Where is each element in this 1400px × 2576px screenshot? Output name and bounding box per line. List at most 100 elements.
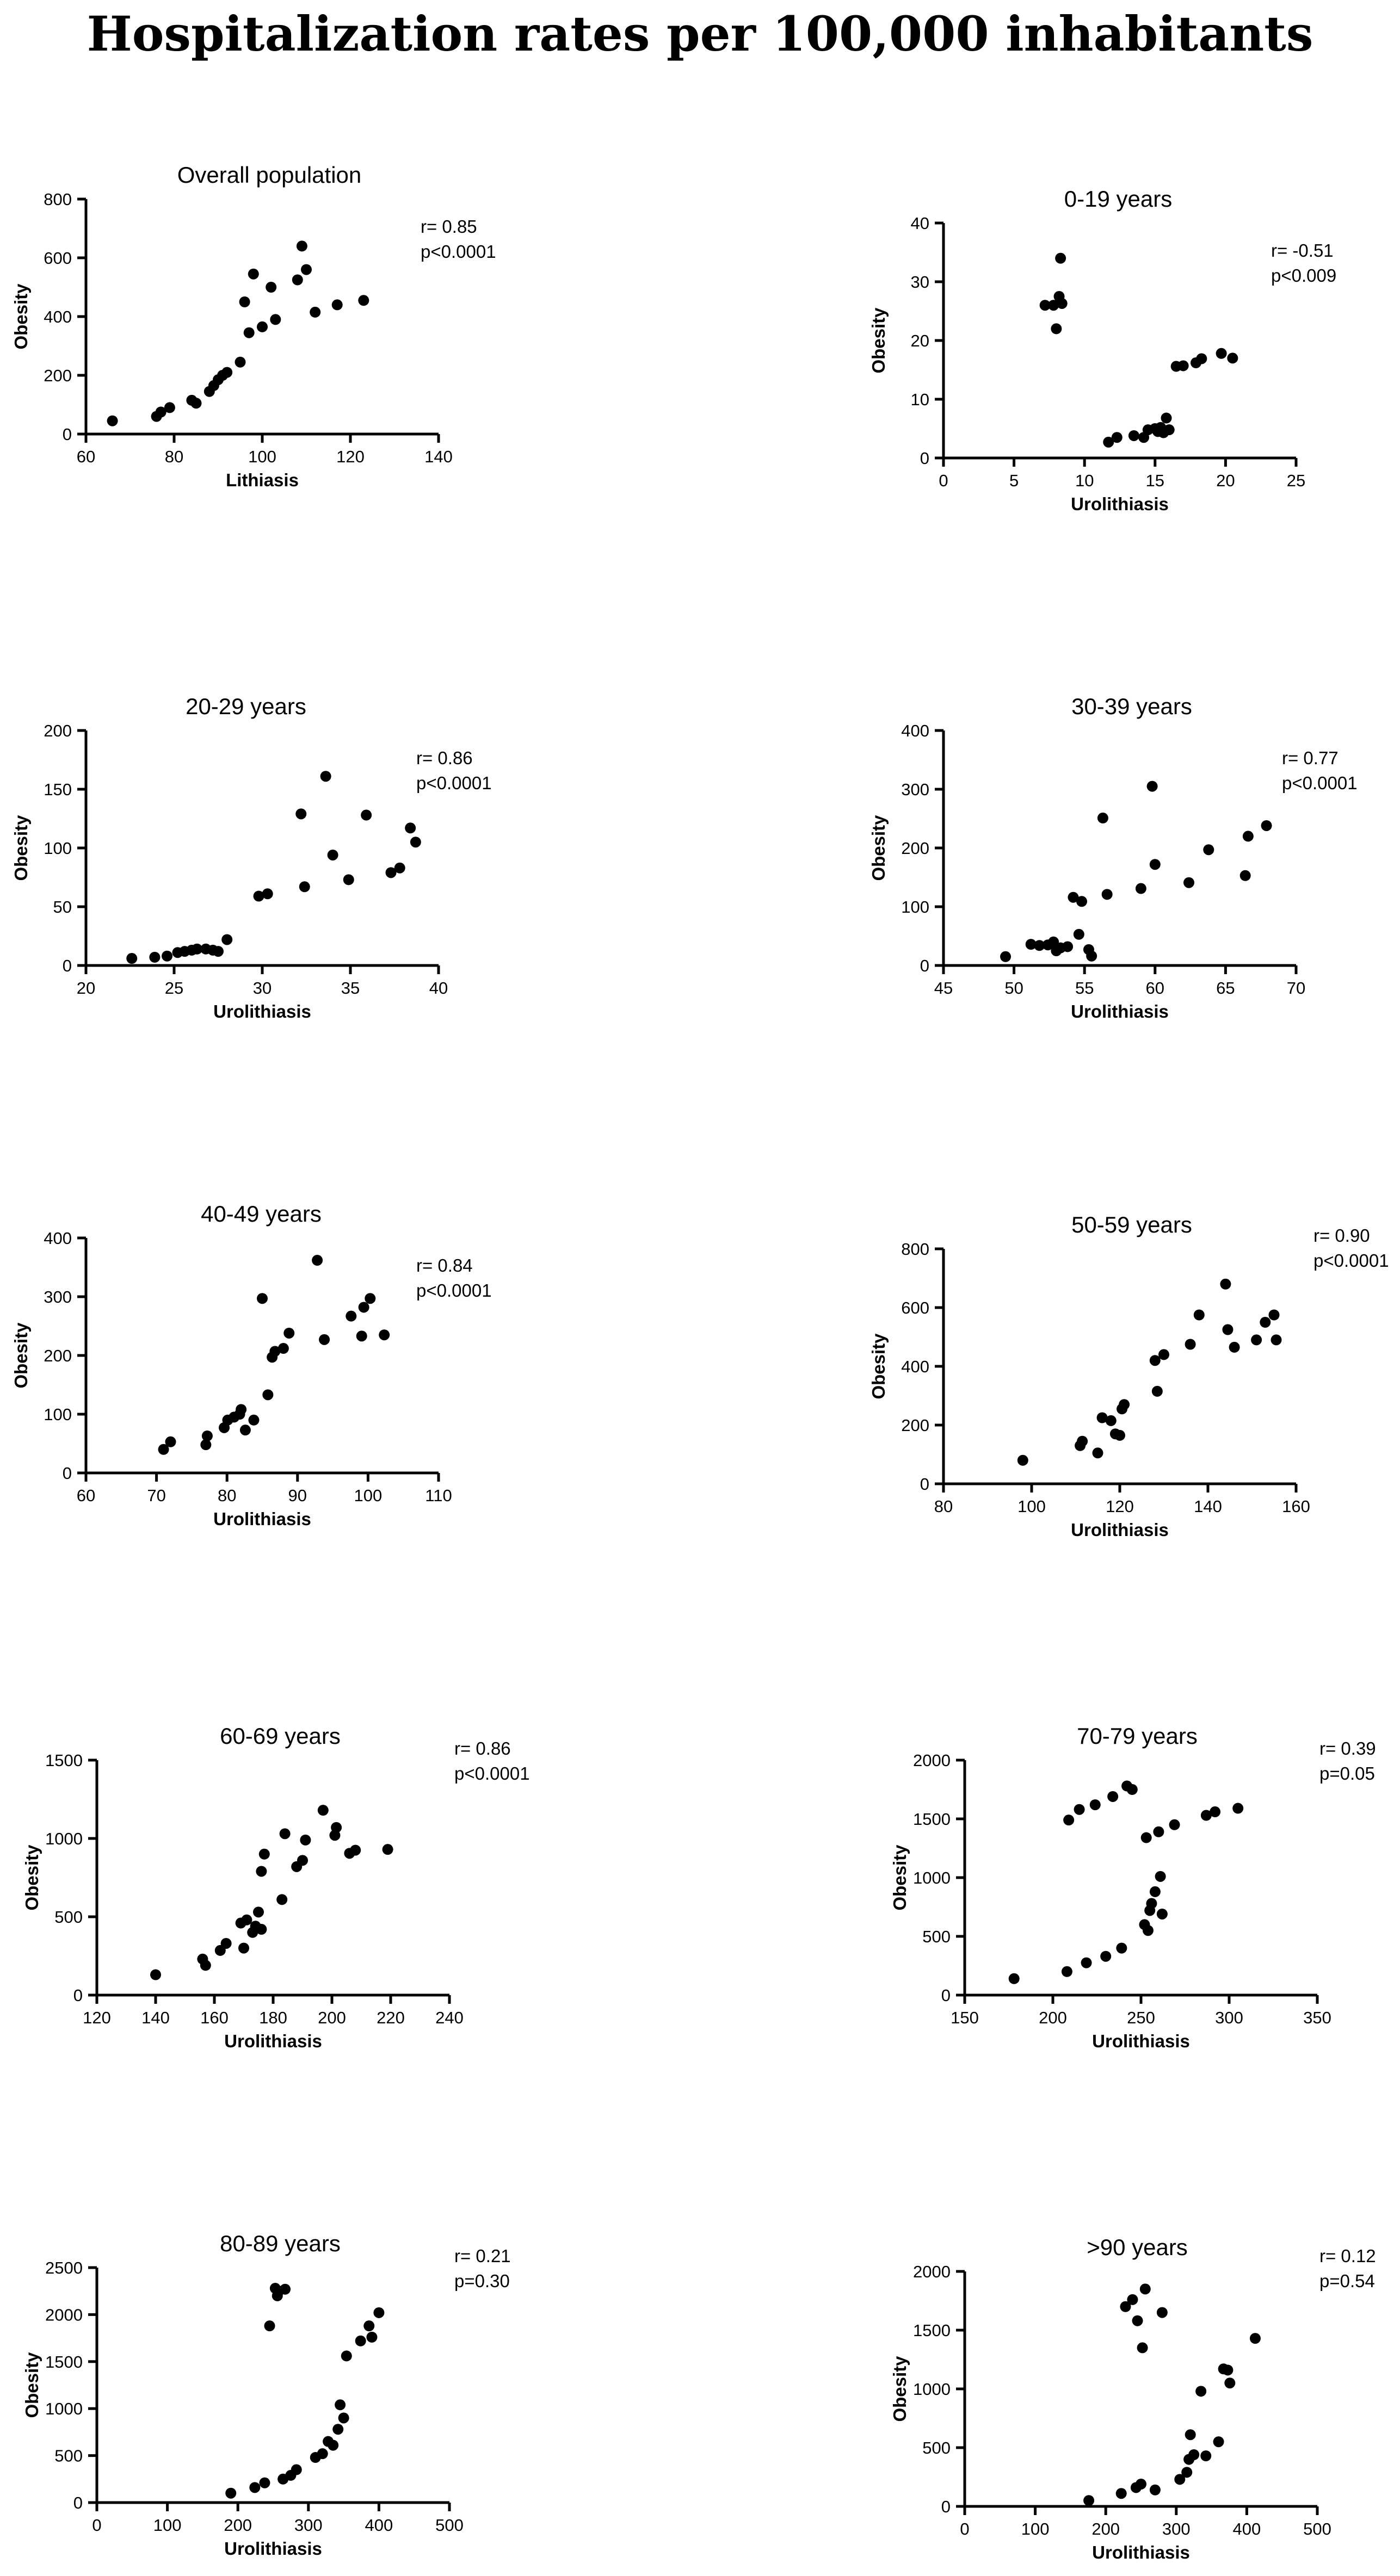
- y-tick-label: 150: [44, 780, 72, 799]
- y-axis-label: Obesity: [868, 1333, 889, 1400]
- data-point: [1196, 353, 1207, 364]
- data-point: [291, 2464, 302, 2475]
- y-axis-label: Obesity: [868, 307, 889, 374]
- y-tick-label: 30: [911, 273, 929, 292]
- data-point: [299, 881, 310, 893]
- data-point: [1203, 844, 1214, 856]
- data-point: [300, 1834, 311, 1846]
- x-tick-label: 300: [294, 2516, 323, 2535]
- data-point: [1137, 2342, 1148, 2354]
- data-point: [379, 1329, 390, 1341]
- data-point: [1107, 1791, 1119, 1802]
- stat-label: p=0.54: [1319, 2271, 1375, 2291]
- y-tick-label: 1500: [45, 2352, 83, 2371]
- y-tick-label: 100: [44, 839, 72, 858]
- y-axis-label: Obesity: [22, 1844, 42, 1911]
- data-point: [107, 415, 118, 426]
- x-tick-label: 25: [1287, 471, 1305, 490]
- x-tick-label: 20: [77, 979, 95, 998]
- data-point: [1101, 889, 1113, 900]
- data-point: [276, 1894, 288, 1905]
- chart-title: 50-59 years: [1071, 1212, 1192, 1237]
- y-axis-label: Obesity: [22, 2352, 42, 2418]
- y-tick-label: 300: [44, 1287, 72, 1306]
- y-tick-label: 0: [920, 956, 929, 975]
- data-point: [126, 953, 138, 964]
- data-point: [236, 1404, 247, 1415]
- data-point: [356, 1330, 367, 1342]
- y-tick-label: 500: [54, 2447, 83, 2466]
- data-point: [1076, 896, 1088, 907]
- x-tick-label: 90: [288, 1486, 307, 1505]
- data-point: [213, 946, 224, 957]
- data-point: [312, 1255, 323, 1266]
- data-point: [1200, 1810, 1212, 1821]
- data-point: [1220, 1278, 1231, 1290]
- data-point: [165, 1436, 176, 1447]
- y-tick-label: 500: [922, 1927, 951, 1946]
- data-point: [155, 406, 166, 418]
- data-point: [405, 822, 416, 834]
- data-point: [190, 398, 202, 409]
- y-axis-label: Obesity: [11, 1322, 31, 1389]
- x-tick-label: 150: [951, 2008, 979, 2027]
- data-point: [292, 274, 303, 286]
- data-point: [1142, 1925, 1154, 1936]
- data-point: [221, 367, 233, 378]
- data-point: [335, 2399, 346, 2411]
- scatter-panel-4: 30-39 years 45 50 55 60 65 70 0 100 200 300 400 Urol…: [868, 693, 1358, 1021]
- y-tick-label: 1500: [913, 1810, 951, 1829]
- data-point: [1188, 2449, 1200, 2460]
- data-point: [162, 950, 173, 962]
- data-point: [373, 2307, 385, 2318]
- data-point: [253, 1906, 264, 1918]
- data-point: [410, 837, 421, 848]
- data-point: [225, 2487, 237, 2499]
- data-point: [1232, 1803, 1244, 1814]
- data-point: [269, 1346, 281, 1357]
- data-point: [295, 808, 307, 820]
- y-tick-label: 0: [63, 956, 72, 975]
- x-tick-label: 140: [424, 447, 453, 466]
- x-tick-label: 160: [1282, 1497, 1310, 1516]
- y-tick-label: 100: [44, 1405, 72, 1424]
- data-point: [1183, 877, 1195, 888]
- data-point: [249, 2482, 261, 2493]
- data-point: [1081, 1957, 1092, 1968]
- x-tick-label: 25: [165, 979, 183, 998]
- data-point: [1120, 2301, 1131, 2312]
- data-point: [243, 327, 255, 338]
- data-point: [1048, 300, 1059, 311]
- y-axis-label: Obesity: [11, 283, 31, 350]
- data-point: [328, 2439, 339, 2451]
- x-tick-label: 35: [341, 979, 360, 998]
- data-point: [1200, 2450, 1212, 2462]
- x-tick-label: 220: [377, 2008, 405, 2027]
- data-point: [1227, 352, 1238, 364]
- stat-label: p=0.30: [454, 2271, 510, 2291]
- data-point: [1086, 950, 1097, 962]
- data-point: [1156, 1908, 1168, 1919]
- x-tick-label: 0: [939, 471, 948, 490]
- scatter-panel-7: 60-69 years 120 140 160 180 200 220 240 0 500 1000…: [22, 1723, 530, 2051]
- x-tick-label: 55: [1075, 979, 1094, 998]
- data-point: [248, 1414, 260, 1426]
- x-tick-label: 50: [1004, 979, 1023, 998]
- x-axis-label: Urolithiasis: [1071, 1520, 1169, 1540]
- data-point: [1017, 1454, 1028, 1466]
- data-point: [1185, 1339, 1196, 1350]
- x-tick-label: 10: [1075, 471, 1094, 490]
- data-point: [1169, 1819, 1180, 1830]
- data-point: [1210, 1806, 1221, 1818]
- y-tick-label: 300: [901, 780, 929, 799]
- x-tick-label: 70: [147, 1486, 165, 1505]
- data-point: [358, 1302, 369, 1313]
- data-point: [241, 1914, 252, 1925]
- stat-label: r= 0.86: [454, 1738, 511, 1758]
- x-tick-label: 15: [1146, 471, 1164, 490]
- x-axis-label: Lithiasis: [226, 470, 299, 490]
- x-tick-label: 5: [1009, 471, 1019, 490]
- x-axis-label: Urolithiasis: [1092, 2031, 1190, 2051]
- y-tick-label: 800: [901, 1240, 929, 1259]
- data-point: [257, 1293, 268, 1304]
